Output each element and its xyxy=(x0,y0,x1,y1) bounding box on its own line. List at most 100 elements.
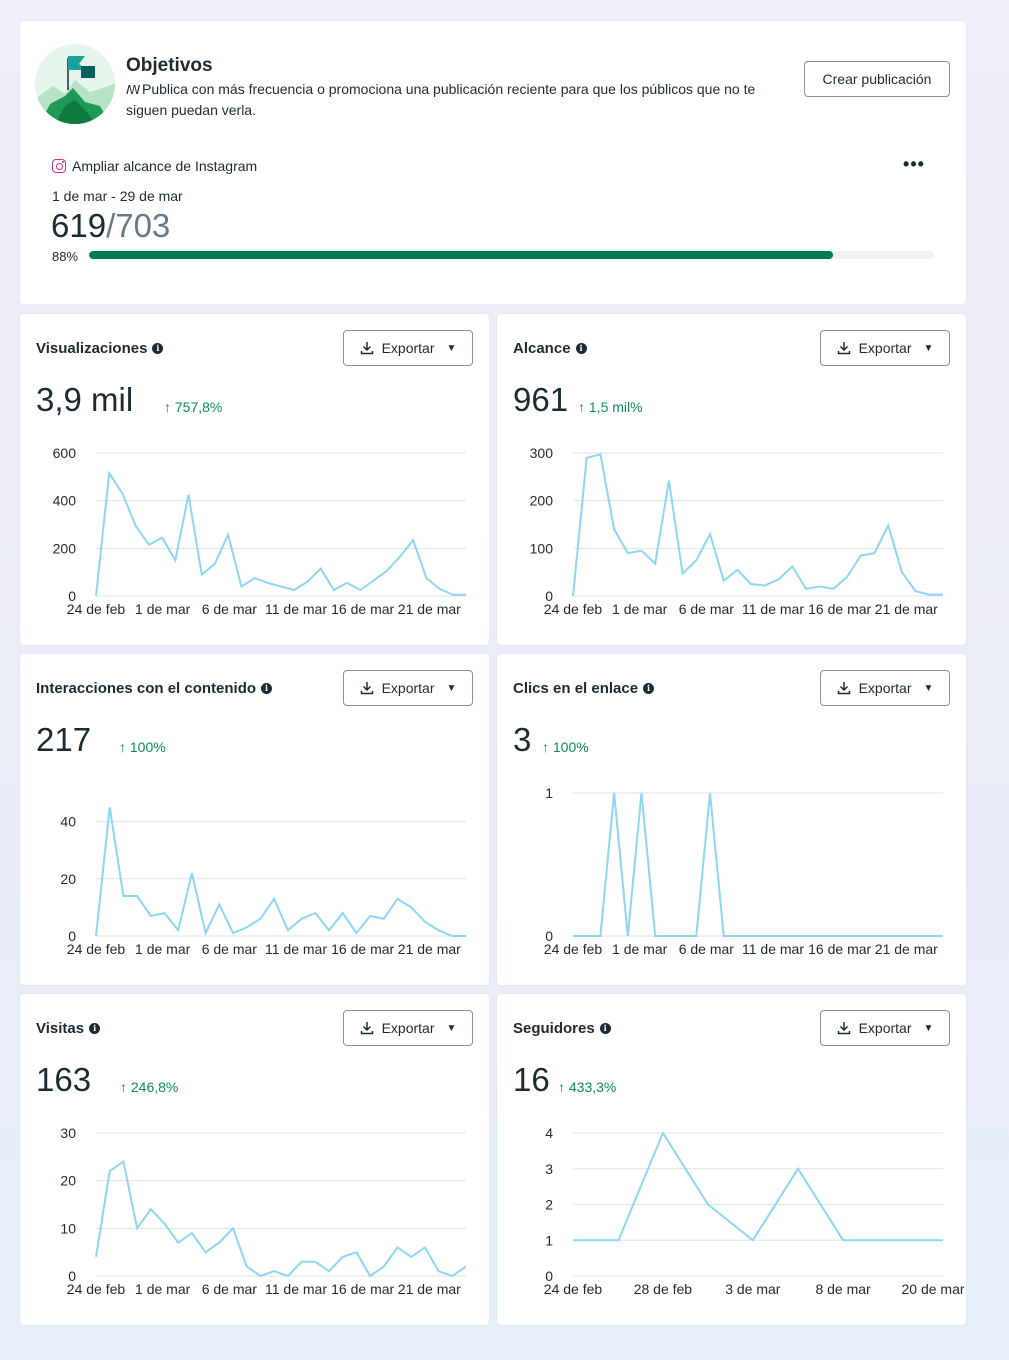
x-tick-label: 3 de mar xyxy=(725,1281,781,1297)
metric-card-5: Seguidores i Exportar ▼ 16 ↑ 433,3% 0 1 2 3 4 24 de… xyxy=(497,994,966,1325)
goals-description: ꟿ Publica con más frecuencia o promociona… xyxy=(126,79,786,120)
y-tick-label: 100 xyxy=(530,540,554,556)
caret-down-icon: ▼ xyxy=(446,682,457,694)
info-icon[interactable]: i xyxy=(89,1023,101,1034)
metric-delta: ↑ 246,8% xyxy=(120,1079,179,1095)
export-label: Exportar xyxy=(858,680,912,696)
x-tick-label: 16 de mar xyxy=(331,1281,394,1297)
metric-chart: 0 1 24 de feb 1 de mar 6 de mar 11 de mar 16 d… xyxy=(544,785,943,957)
more-options-icon[interactable]: ••• xyxy=(903,154,925,174)
export-button[interactable]: Exportar ▼ xyxy=(820,670,950,706)
metric-title: Clics en el enlace i xyxy=(513,680,655,697)
caret-down-icon: ▼ xyxy=(923,342,934,354)
info-icon[interactable]: i xyxy=(152,343,164,354)
goal-target: /703 xyxy=(106,207,171,244)
x-tick-label: 21 de mar xyxy=(398,1281,461,1297)
y-tick-label: 3 xyxy=(545,1161,553,1177)
x-tick-label: 28 de feb xyxy=(634,1281,693,1297)
metric-card-2: Interacciones con el contenido i Exportar ▼… xyxy=(20,654,489,985)
export-label: Exportar xyxy=(381,1020,435,1036)
y-tick-label: 30 xyxy=(60,1125,76,1141)
series-line xyxy=(95,470,466,597)
metric-chart: 0 1 2 3 4 24 de feb 28 de feb 3 de mar 8 de mar 2… xyxy=(544,1125,965,1297)
x-tick-label: 24 de feb xyxy=(544,1281,603,1297)
metric-card-3: Clics en el enlace i Exportar ▼ 3 ↑ 100% 0 1 24 … xyxy=(497,654,966,985)
x-tick-label: 6 de mar xyxy=(202,601,258,617)
x-tick-label: 24 de feb xyxy=(544,941,603,957)
metric-title: Interacciones con el contenido i xyxy=(36,680,273,697)
goals-description-text: Publica con más frecuencia o promociona … xyxy=(126,81,756,118)
metric-chart: 0 100 200 300 24 de feb 1 de mar 6 de mar 11 de… xyxy=(530,445,943,617)
goal-row: Ampliar alcance de Instagram xyxy=(52,158,257,174)
export-button[interactable]: Exportar ▼ xyxy=(343,1010,473,1046)
metric-delta: ↑ 757,8% xyxy=(164,399,223,415)
x-tick-label: 8 de mar xyxy=(815,1281,871,1297)
caret-down-icon: ▼ xyxy=(923,1022,934,1034)
info-icon[interactable]: i xyxy=(599,1023,611,1034)
series-line xyxy=(95,807,466,937)
series-line xyxy=(95,1159,467,1278)
y-tick-label: 0 xyxy=(545,588,553,604)
x-tick-label: 1 de mar xyxy=(135,601,191,617)
goal-percent: 88% xyxy=(52,249,79,264)
y-tick-label: 40 xyxy=(60,814,76,830)
y-tick-label: 200 xyxy=(530,493,554,509)
x-tick-label: 16 de mar xyxy=(808,941,871,957)
metric-value: 217 xyxy=(36,721,92,758)
goals-title: Objetivos xyxy=(126,55,213,76)
metric-value: 16 xyxy=(513,1061,550,1098)
y-tick-label: 1 xyxy=(545,785,553,801)
goal-progress-value: 619/703 xyxy=(51,207,170,245)
goal-flag-illustration-icon xyxy=(35,44,115,124)
metric-title-text: Visitas xyxy=(36,1020,85,1037)
x-tick-label: 11 de mar xyxy=(742,941,804,957)
metric-chart: 0 200 400 600 24 de feb 1 de mar 6 de mar 11 de… xyxy=(53,445,466,617)
export-label: Exportar xyxy=(858,1020,912,1036)
goal-current: 619 xyxy=(51,207,107,244)
y-tick-label: 20 xyxy=(60,871,76,887)
metric-title: Seguidores i xyxy=(513,1020,611,1037)
x-tick-label: 11 de mar xyxy=(742,601,804,617)
metric-delta: ↑ 100% xyxy=(119,739,166,755)
info-icon[interactable]: i xyxy=(575,343,587,354)
info-icon[interactable]: i xyxy=(261,683,273,694)
export-button[interactable]: Exportar ▼ xyxy=(820,330,950,366)
x-tick-label: 6 de mar xyxy=(202,1281,258,1297)
download-icon xyxy=(837,682,850,695)
y-tick-label: 0 xyxy=(545,928,553,944)
instagram-icon xyxy=(52,159,66,173)
metric-title-text: Alcance xyxy=(513,340,571,357)
metric-delta: ↑ 1,5 mil% xyxy=(578,399,643,415)
metric-title-text: Visualizaciones xyxy=(36,340,148,357)
export-button[interactable]: Exportar ▼ xyxy=(343,330,473,366)
x-tick-label: 1 de mar xyxy=(135,1281,191,1297)
download-icon xyxy=(837,1022,850,1035)
audience-icon: ꟿ xyxy=(126,83,141,97)
x-tick-label: 21 de mar xyxy=(398,601,461,617)
x-tick-label: 11 de mar xyxy=(265,941,327,957)
x-tick-label: 21 de mar xyxy=(875,601,938,617)
x-tick-label: 6 de mar xyxy=(679,941,735,957)
x-tick-label: 20 de mar xyxy=(901,1281,964,1297)
export-label: Exportar xyxy=(858,340,912,356)
y-tick-label: 2 xyxy=(545,1197,553,1213)
create-post-button[interactable]: Crear publicación xyxy=(804,61,950,97)
metric-title-text: Clics en el enlace xyxy=(513,680,639,697)
y-tick-label: 400 xyxy=(53,493,77,509)
x-tick-label: 24 de feb xyxy=(67,601,126,617)
x-tick-label: 16 de mar xyxy=(808,601,871,617)
info-icon[interactable]: i xyxy=(643,683,655,694)
export-button[interactable]: Exportar ▼ xyxy=(343,670,473,706)
caret-down-icon: ▼ xyxy=(446,1022,457,1034)
x-tick-label: 16 de mar xyxy=(331,601,394,617)
y-tick-label: 4 xyxy=(545,1125,553,1141)
caret-down-icon: ▼ xyxy=(923,682,934,694)
metric-value: 3,9 mil xyxy=(36,381,134,418)
x-tick-label: 24 de feb xyxy=(544,601,603,617)
metric-chart: 0 20 40 24 de feb 1 de mar 6 de mar 11 de mar 1… xyxy=(60,807,466,957)
export-button[interactable]: Exportar ▼ xyxy=(820,1010,950,1046)
x-tick-label: 1 de mar xyxy=(135,941,191,957)
x-tick-label: 6 de mar xyxy=(679,601,735,617)
metric-title-text: Interacciones con el contenido xyxy=(36,680,257,697)
x-tick-label: 1 de mar xyxy=(612,601,668,617)
